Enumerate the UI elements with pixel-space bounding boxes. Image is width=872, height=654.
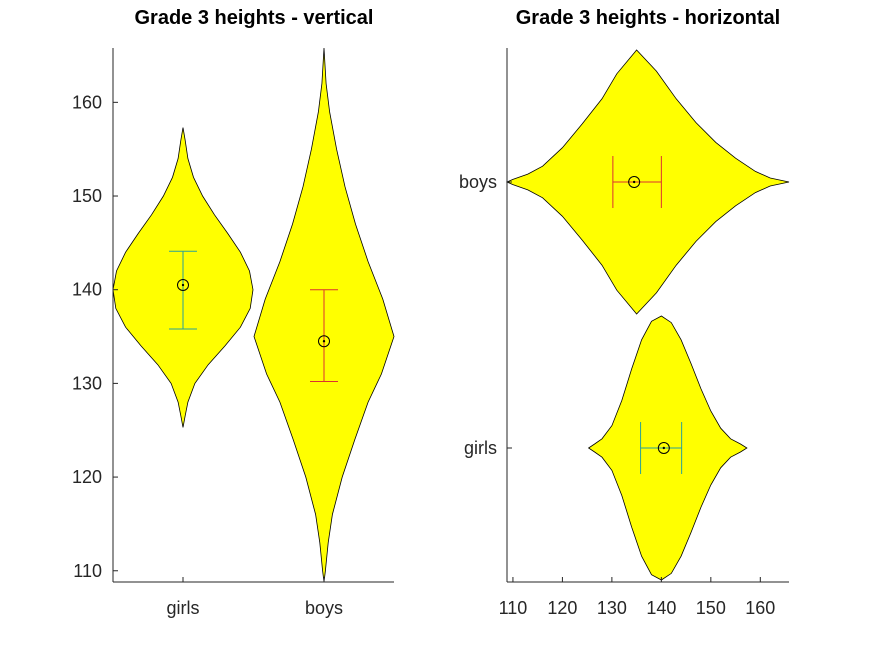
x-tick-label: 120 (547, 598, 577, 618)
y-tick-label-boys: boys (459, 172, 497, 192)
x-tick-label: 110 (499, 598, 528, 618)
mean-marker-girls (657, 442, 670, 454)
x-tick-label: 140 (646, 598, 676, 618)
y-tick-label: 140 (72, 280, 102, 300)
x-tick-label-girls: girls (166, 598, 199, 618)
y-tick-label: 160 (72, 92, 102, 112)
mean-marker-boys (628, 176, 641, 188)
y-tick-label: 120 (72, 467, 102, 487)
tick-group-vertical: girls boys 110 120 130 140 150 160 (72, 92, 343, 618)
x-tick-label: 160 (745, 598, 775, 618)
x-tick-label: 150 (696, 598, 726, 618)
violin-group-horizontal (506, 49, 790, 581)
median-dot-girls (181, 283, 185, 287)
tick-group-horizontal: girls boys 110 120 130 140 150 160 (459, 172, 775, 618)
chart-title-horizontal: Grade 3 heights - horizontal (516, 7, 780, 29)
y-tick-label: 110 (73, 561, 102, 581)
y-tick-label: 130 (72, 373, 102, 393)
mean-marker-girls (177, 279, 189, 292)
median-dot-boys (322, 340, 326, 343)
median-dot-girls (662, 446, 666, 450)
vertical-violin-panel: Grade 3 heights - vertical girls boys 110 1… (72, 7, 395, 618)
chart-title-vertical: Grade 3 heights - vertical (135, 7, 374, 29)
violin-group-vertical (112, 47, 395, 583)
x-tick-label: 130 (597, 598, 627, 618)
horizontal-violin-panel: Grade 3 heights - horizontal girls boys 11… (459, 7, 790, 618)
median-dot-boys (632, 180, 636, 184)
mean-marker-boys (318, 335, 330, 348)
y-tick-label: 150 (72, 186, 102, 206)
x-tick-label-boys: boys (305, 598, 343, 618)
y-tick-label-girls: girls (464, 438, 497, 458)
